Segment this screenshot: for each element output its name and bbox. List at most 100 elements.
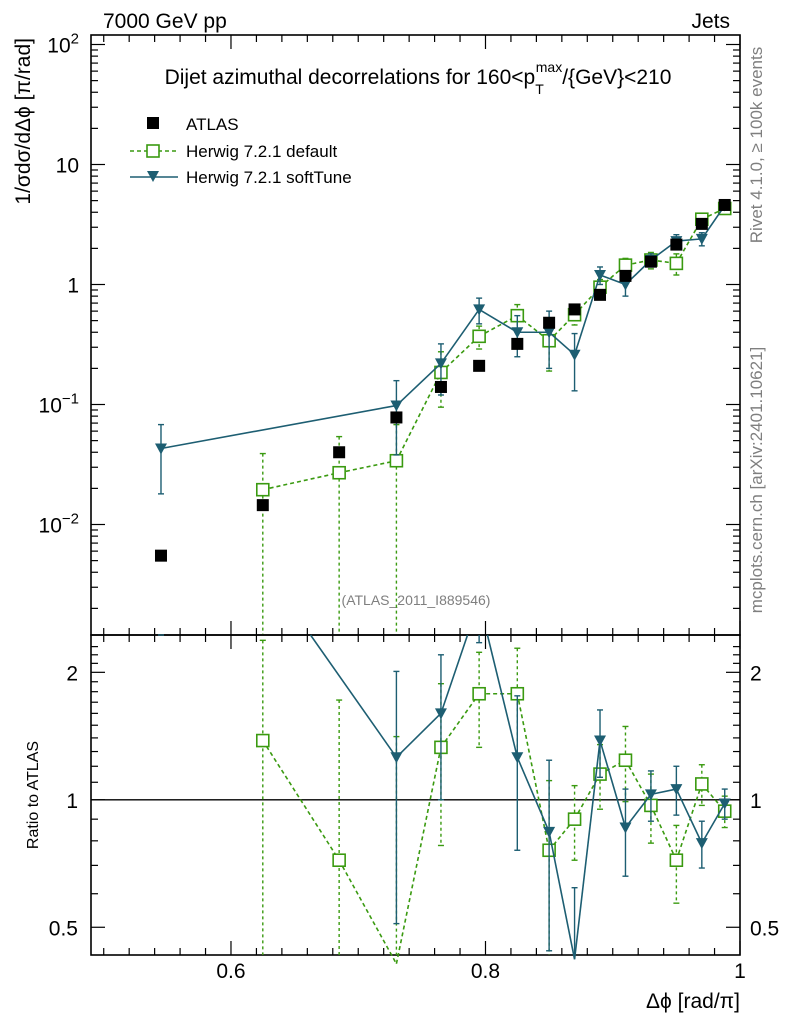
legend-marker-herwig-softtune — [147, 171, 159, 182]
series-1-point — [472, 686, 486, 701]
series-0-point — [644, 255, 657, 268]
series-2-segment — [573, 740, 601, 960]
series-2-segment — [650, 788, 677, 796]
series-2-segment — [395, 712, 442, 758]
ratio-y-tick-label-right: 2 — [750, 662, 762, 685]
main-y-axis-label: 1/σdσ/dΔϕ [π/rad] — [12, 38, 35, 205]
series-1-segment — [650, 805, 678, 861]
legend-label-herwig-softtune: Herwig 7.2.1 softTune — [186, 168, 352, 187]
main-y-tick-labels: 102 10 1 10−1 10−2 — [39, 31, 79, 538]
series-2-point — [511, 752, 524, 764]
series-1-point — [695, 777, 709, 791]
main-y-tick-label: 10 — [56, 155, 79, 178]
ratio-y-axis-label: Ratio to ATLAS — [25, 741, 42, 849]
side-label-rivet: Rivet 4.1.0, ≥ 100k events — [747, 47, 766, 243]
series-2-point — [511, 327, 524, 339]
legend-marker-herwig-default — [146, 144, 160, 158]
series-0-point — [154, 549, 167, 562]
main-data-layer — [154, 198, 732, 635]
series-1-point — [255, 482, 270, 497]
series-2-segment — [701, 803, 726, 844]
series-2-segment — [675, 788, 703, 844]
series-1-point — [332, 465, 346, 480]
ratio-y-tick-label-left: 2 — [66, 662, 78, 685]
main-y-tick-label: 1 — [67, 275, 79, 298]
series-2-segment — [573, 274, 601, 355]
main-y-tick-label: 102 — [47, 31, 79, 58]
series-0-point — [333, 446, 346, 459]
ratio-data-layer — [157, 634, 732, 965]
header-left: 7000 GeV pp — [103, 10, 227, 33]
series-2-point — [594, 270, 607, 281]
series-2-point — [390, 400, 403, 412]
series-2-segment — [599, 740, 627, 828]
series-1-segment — [440, 693, 480, 748]
series-0-point — [594, 288, 607, 301]
series-0-point — [390, 411, 403, 424]
series-1-point — [567, 812, 582, 826]
series-0-point — [256, 499, 269, 512]
ratio-y-tick-label-left: 1 — [66, 790, 78, 813]
series-1-segment — [395, 372, 442, 462]
series-1-segment — [338, 859, 398, 965]
series-2-segment — [599, 274, 626, 286]
series-2-point — [619, 822, 632, 834]
ratio-axis-ticks — [91, 635, 741, 955]
ratio-y-tick-label-right: 0.5 — [750, 917, 779, 940]
series-1-point — [618, 753, 633, 768]
series-1-segment — [624, 759, 652, 806]
series-0-point — [543, 316, 556, 329]
series-2-point — [568, 349, 581, 361]
legend-label-atlas: ATLAS — [186, 115, 239, 134]
series-2-point — [718, 798, 731, 810]
ratio-y-tick-label-left: 0.5 — [49, 917, 78, 940]
series-2-point — [619, 279, 632, 291]
series-2-point — [473, 304, 486, 316]
header-right: Jets — [691, 10, 730, 33]
ratio-y-tick-labels: 2 2 1 1 0.5 0.5 — [49, 662, 779, 940]
main-axis-ticks — [91, 35, 741, 635]
series-2-point — [154, 443, 167, 455]
series-1-point — [332, 853, 346, 868]
series-1-point — [669, 256, 684, 271]
series-2-segment — [478, 308, 518, 333]
series-2-segment — [160, 404, 397, 450]
x-tick-labels: 0.6 0.8 1 — [216, 960, 745, 983]
series-1-segment — [262, 471, 340, 491]
series-0-point — [473, 359, 486, 372]
x-tick-label: 0.6 — [216, 960, 245, 983]
series-2-segment — [624, 793, 652, 829]
series-0-point — [718, 198, 731, 211]
series-0-point — [670, 238, 683, 251]
series-2-point — [390, 752, 403, 764]
x-tick-label: 0.8 — [471, 960, 500, 983]
series-2-point — [670, 784, 683, 796]
x-tick-label: 1 — [734, 960, 746, 983]
series-2-segment — [440, 634, 469, 714]
ratio-panel-frame — [90, 634, 741, 956]
legend-marker-atlas — [147, 117, 159, 129]
series-0-point — [511, 337, 524, 350]
ratio-y-tick-label-right: 1 — [750, 790, 762, 813]
series-2-segment — [309, 634, 398, 758]
series-2-point — [434, 708, 447, 720]
series-1-point — [255, 733, 270, 748]
series-1-segment — [516, 693, 550, 851]
series-2-segment — [516, 756, 550, 833]
series-2-segment — [701, 205, 726, 240]
analysis-tag: (ATLAS_2011_I889546) — [342, 592, 491, 608]
series-2-segment — [395, 362, 442, 407]
legend: ATLAS Herwig 7.2.1 default Herwig 7.2.1 … — [130, 115, 352, 187]
series-2-point — [434, 358, 447, 370]
main-panel: 102 10 1 10−1 10−2 Dijet azimuthal decorrela… — [12, 31, 741, 636]
series-1-point — [618, 258, 633, 272]
main-y-tick-label: 10−1 — [39, 391, 79, 418]
x-axis-label: Δϕ [rad/π] — [646, 990, 740, 1013]
series-2-segment — [486, 634, 519, 758]
series-0-point — [568, 303, 581, 316]
series-2-point — [695, 838, 708, 850]
series-1-point — [669, 853, 684, 868]
series-2-segment — [548, 831, 576, 960]
